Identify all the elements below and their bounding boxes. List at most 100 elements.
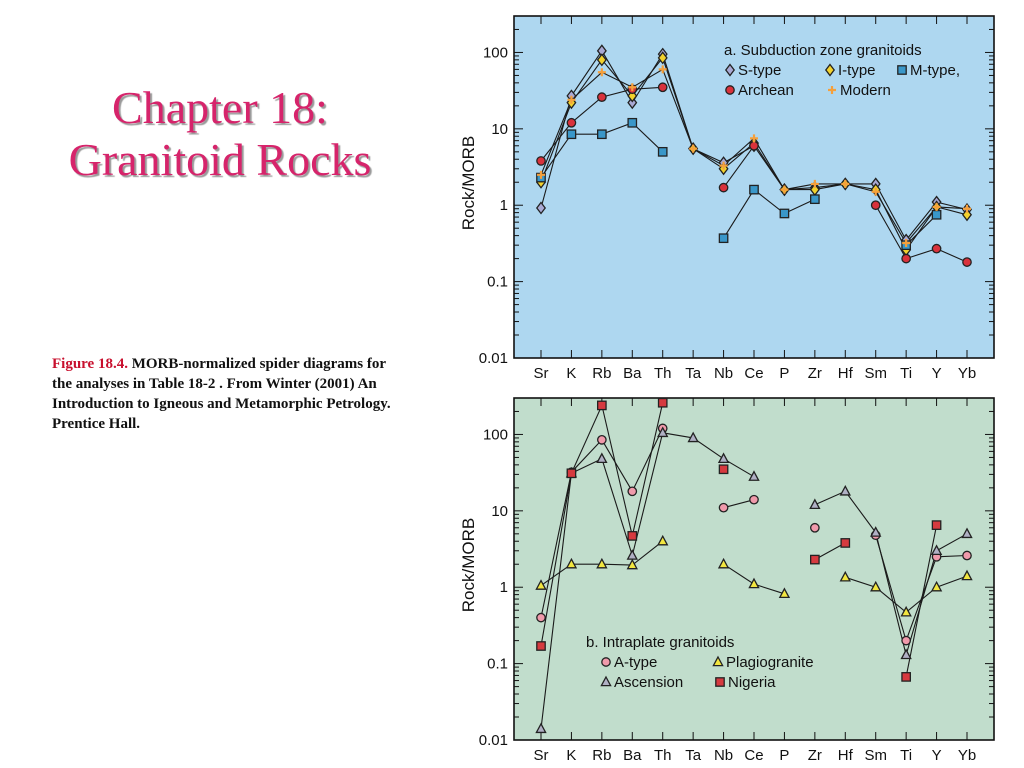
data-point-m-type-ce (749, 184, 759, 195)
data-point-archean-th (657, 82, 668, 93)
data-point-ascension-ta (687, 431, 699, 443)
x-tick-label-yb: Yb (958, 365, 976, 382)
data-point-a-type-ti (901, 635, 911, 646)
x-axis: Sr K Rb Ba Th Ta Nb Ce P Zr Hf Sm Ti Y Yb (534, 16, 976, 382)
data-point-modern-ba (628, 83, 637, 92)
x-axis: Sr K Rb Ba Th Ta Nb Ce P Zr Hf Sm Ti Y Yb (534, 398, 976, 764)
data-point-m-type-y (931, 209, 942, 220)
data-point-modern-sm (871, 187, 880, 196)
data-point-ascension-ba (626, 549, 638, 560)
x-tick-label-th: Th (654, 747, 672, 764)
x-tick-label-k: K (566, 365, 576, 382)
x-tick-label-ba: Ba (623, 747, 642, 764)
data-point-ascension-hf (839, 484, 851, 496)
data-point-plagiogranite-p (778, 587, 791, 599)
y-tick-label: 10 (491, 503, 508, 520)
data-point-nigeria-rb (597, 400, 607, 411)
x-tick-label-ta: Ta (685, 365, 702, 382)
legend-marker-m-type (897, 65, 907, 75)
data-point-plagiogranite-k (565, 557, 578, 569)
data-point-m-type-k (566, 129, 577, 140)
legend-marker-s-type (724, 63, 736, 77)
data-point-ascension-yb (961, 527, 973, 539)
data-point-plagiogranite-yb (961, 569, 973, 581)
data-point-i-type-rb (596, 53, 607, 67)
x-tick-label-sr: Sr (534, 747, 549, 764)
data-point-nigeria-hf (840, 538, 851, 548)
y-axis: 100 10 1 0.1 0.01 (479, 15, 994, 367)
y-tick-label: 1 (500, 579, 508, 596)
y-tick-label: 100 (483, 44, 508, 61)
y-tick-label: 0.01 (479, 732, 508, 749)
y-axis-title: Rock/MORB (459, 518, 478, 612)
legend-label-modern: Modern (840, 82, 891, 99)
legend-marker-archean (725, 85, 735, 95)
series-markers-nigeria (536, 397, 942, 682)
x-tick-label-sm: Sm (864, 365, 887, 382)
data-point-m-type-rb (597, 129, 607, 140)
data-point-modern-p (780, 185, 789, 194)
data-point-archean-ti (901, 253, 911, 264)
legend-label-nigeria: Nigeria (728, 674, 776, 691)
x-tick-label-zr: Zr (808, 747, 822, 764)
data-point-m-type-ba (627, 117, 638, 128)
x-tick-label-rb: Rb (592, 747, 611, 764)
y-tick-label: 10 (491, 121, 508, 138)
data-point-archean-y (931, 243, 942, 254)
legend-label-m-type: M-type, (910, 62, 960, 79)
x-tick-label-ba: Ba (623, 365, 642, 382)
data-point-plagiogranite-th (657, 534, 669, 546)
x-tick-label-sm: Sm (864, 747, 887, 764)
data-point-modern-hf (841, 179, 850, 188)
legend-marker-nigeria (715, 677, 725, 687)
legend-marker-modern (828, 86, 836, 94)
data-point-ascension-th (657, 426, 669, 438)
data-point-a-type-zr (810, 522, 820, 533)
data-point-modern-zr (810, 179, 819, 188)
y-tick-label: 100 (483, 426, 508, 443)
x-tick-label-yb: Yb (958, 747, 976, 764)
data-point-s-type-sr (535, 201, 547, 215)
x-tick-label-sr: Sr (534, 365, 549, 382)
data-point-plagiogranite-sr (535, 579, 547, 590)
data-point-plagiogranite-ti (900, 605, 912, 617)
data-point-ascension-sr (535, 722, 547, 734)
figure-caption-label: Figure 18.4. (52, 356, 128, 372)
chart-title: a. Subduction zone granitoids (724, 42, 922, 59)
data-point-modern-nb (719, 161, 728, 170)
data-point-ascension-rb (596, 452, 608, 464)
data-point-ascension-y (930, 544, 943, 556)
data-point-archean-k (566, 117, 577, 128)
data-point-modern-th (658, 65, 667, 74)
data-point-plagiogranite-ba (626, 558, 638, 570)
data-point-a-type-ba (627, 486, 638, 497)
legend-label-s-type: S-type (738, 62, 781, 79)
y-tick-label: 0.1 (487, 274, 508, 291)
series-ascension (540, 432, 968, 729)
data-point-i-type-yb (961, 208, 973, 222)
data-point-plagiogranite-y (930, 580, 943, 592)
data-point-ascension-ce (748, 470, 760, 481)
legend-marker-a-type (601, 657, 611, 667)
y-tick-label: 0.01 (479, 350, 508, 367)
y-tick-label: 1 (500, 197, 508, 214)
data-point-plagiogranite-sm (870, 580, 882, 592)
chart-intraplate-granitoids: 100 10 1 0.1 0.01 Rock/MORB Sr K Rb Ba Th Ta Nb Ce P Zr… (459, 397, 995, 764)
x-tick-label-ti: Ti (900, 365, 912, 382)
data-point-plagiogranite-nb (717, 557, 730, 569)
data-point-nigeria-ti (901, 672, 911, 682)
data-point-modern-k (567, 95, 576, 104)
data-point-i-type-th (657, 51, 668, 65)
x-tick-label-p: P (779, 747, 789, 764)
legend: b. Intraplate granitoids A-type Plagiogran… (586, 634, 814, 691)
data-point-archean-rb (597, 92, 607, 102)
data-point-plagiogranite-ce (748, 577, 760, 589)
data-point-m-type-p (779, 208, 790, 219)
legend-label-archean: Archean (738, 82, 794, 99)
data-point-nigeria-sr (536, 641, 546, 651)
data-point-modern-ti (902, 239, 911, 248)
data-point-modern-y (932, 202, 941, 211)
data-point-a-type-nb (718, 502, 729, 513)
series-markers-modern (537, 65, 971, 248)
data-point-a-type-yb (962, 550, 972, 561)
